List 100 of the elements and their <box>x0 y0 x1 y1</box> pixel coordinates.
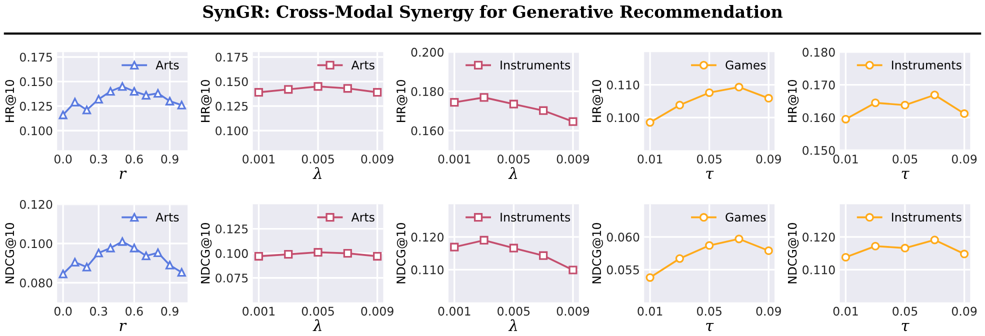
x-tick-label: 0.01 <box>638 306 662 316</box>
x-tick-label: 0.009 <box>361 306 394 316</box>
point <box>960 250 969 258</box>
y-tick-label: 0.125 <box>216 224 248 234</box>
x-tick-label: 0.3 <box>90 154 108 164</box>
point <box>130 244 139 252</box>
point <box>118 82 127 91</box>
x-tick-label: 0.001 <box>242 306 275 316</box>
point <box>154 89 162 98</box>
y-axis-title: NDCG@10 <box>5 223 16 284</box>
x-tick-label: 0.6 <box>126 306 143 316</box>
point <box>450 242 459 252</box>
point <box>764 94 773 103</box>
y-tick-label: 0.175 <box>216 52 248 62</box>
x-axis-title: λ <box>508 319 518 331</box>
y-tick-label: 0.200 <box>411 48 444 57</box>
x-tick-label: 0.09 <box>952 306 977 316</box>
x-axis-title: τ <box>902 323 910 332</box>
x-tick-label: 0.6 <box>126 154 143 164</box>
y-axis-title: HR@10 <box>592 80 603 122</box>
point <box>58 270 68 278</box>
y-tick-label: 0.170 <box>802 80 835 90</box>
y-tick-label: 0.100 <box>606 113 640 122</box>
x-axis-title: λ <box>508 167 518 179</box>
x-tick-label: 0.0 <box>54 154 72 164</box>
point <box>106 87 115 96</box>
y-tick-label: 0.100 <box>20 126 52 136</box>
x-tick-label: 0.009 <box>361 154 394 164</box>
y-tick-label: 0.120 <box>20 200 52 209</box>
x-tick-label: 0.001 <box>438 154 470 164</box>
legend-label: Games <box>726 60 766 70</box>
legend-label: Games <box>726 212 766 222</box>
point <box>675 254 684 263</box>
x-axis-title: r <box>120 322 127 331</box>
legend-label: Instruments <box>892 60 962 70</box>
point <box>871 98 880 108</box>
y-tick-label: 0.125 <box>20 102 52 111</box>
point <box>254 88 264 97</box>
y-tick-label: 0.100 <box>216 126 248 136</box>
point <box>177 100 186 110</box>
x-tick-label: 0.009 <box>556 306 590 316</box>
y-tick-label: 0.160 <box>411 126 444 136</box>
x-tick-label: 0.05 <box>696 154 722 164</box>
x-tick-label: 0.9 <box>161 154 178 164</box>
point <box>165 96 174 106</box>
y-axis-title: NDCG@10 <box>396 223 408 284</box>
legend-label: Arts <box>156 212 179 222</box>
point <box>94 94 103 104</box>
point <box>930 90 939 100</box>
x-tick-label: 0.01 <box>638 154 662 164</box>
y-tick-label: 0.150 <box>20 77 52 86</box>
legend-label: Arts <box>351 60 374 70</box>
x-tick-label: 0.001 <box>242 154 275 164</box>
point <box>70 98 80 106</box>
point <box>930 236 939 244</box>
point <box>82 262 92 272</box>
y-tick-label: 0.120 <box>411 232 444 242</box>
y-tick-label: 0.060 <box>606 232 640 242</box>
x-tick-label: 0.05 <box>892 306 918 316</box>
point <box>568 117 578 126</box>
y-tick-label: 0.180 <box>802 48 835 57</box>
point <box>118 237 127 246</box>
x-tick-label: 0.09 <box>756 306 781 316</box>
legend-label: Arts <box>156 60 179 70</box>
y-tick-label: 0.150 <box>802 146 835 155</box>
y-axis-title: HR@10 <box>5 80 16 122</box>
point <box>764 246 773 256</box>
y-axis-title: HR@10 <box>200 80 212 122</box>
point <box>705 241 714 250</box>
point <box>58 110 68 120</box>
point <box>960 109 969 118</box>
legend-label: Instruments <box>500 60 570 70</box>
point <box>900 100 910 110</box>
point <box>450 98 459 107</box>
y-tick-label: 0.175 <box>20 52 52 62</box>
point <box>142 252 150 260</box>
point <box>705 88 714 97</box>
y-tick-label: 0.110 <box>606 80 640 90</box>
legend-label: Arts <box>351 212 374 222</box>
x-axis-title: τ <box>706 170 714 179</box>
point <box>734 82 744 92</box>
point <box>871 242 880 250</box>
x-tick-label: 0.001 <box>438 306 470 316</box>
y-tick-label: 0.120 <box>802 232 835 242</box>
x-tick-label: 0.05 <box>696 306 722 316</box>
x-tick-label: 0.0 <box>54 306 72 316</box>
point <box>284 85 293 94</box>
y-tick-label: 0.110 <box>411 265 444 274</box>
point <box>900 244 910 252</box>
point <box>646 273 654 282</box>
x-tick-label: 0.3 <box>90 306 108 316</box>
y-tick-label: 0.110 <box>802 265 835 274</box>
y-tick-label: 0.180 <box>411 87 444 96</box>
x-tick-label: 0.01 <box>833 306 858 316</box>
x-tick-label: 0.005 <box>302 154 334 164</box>
y-axis-title: NDCG@10 <box>200 223 212 284</box>
x-axis-title: λ <box>312 167 322 179</box>
y-tick-label: 0.125 <box>216 102 248 111</box>
point <box>177 268 186 277</box>
x-axis-title: τ <box>902 170 910 179</box>
